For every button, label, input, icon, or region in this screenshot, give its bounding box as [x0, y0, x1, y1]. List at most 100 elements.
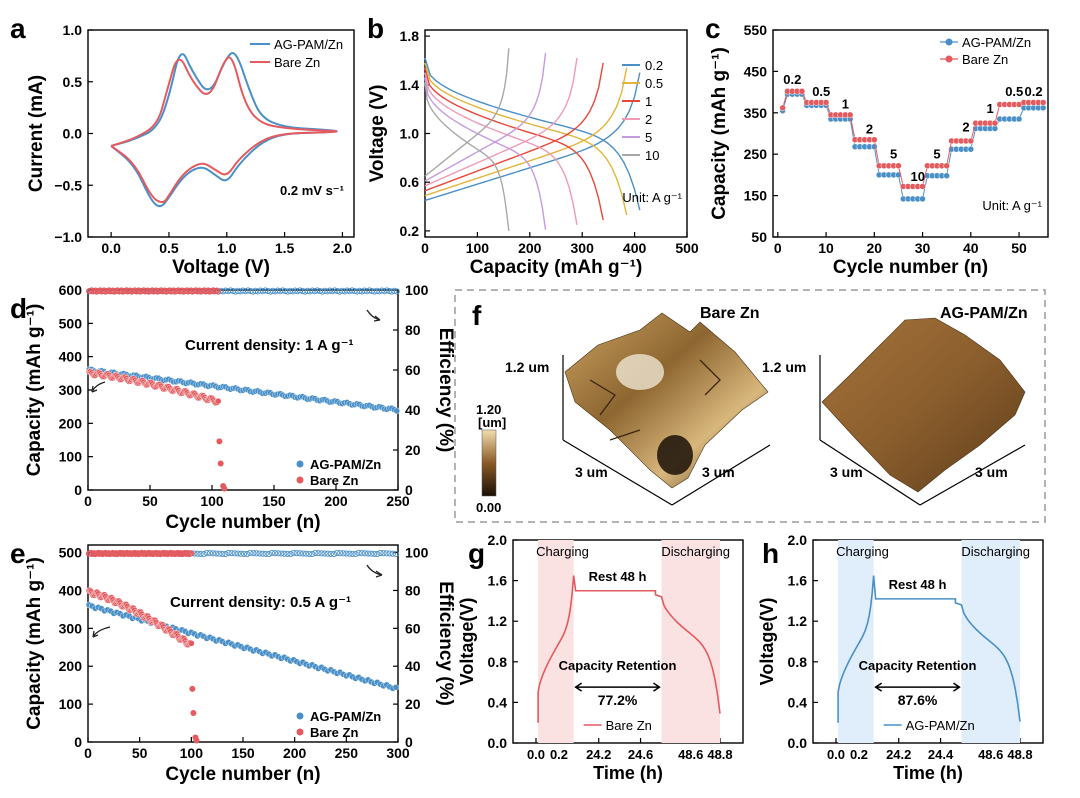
- y-tick-label: 1.2: [788, 613, 808, 629]
- y-tick-label: 0.8: [488, 654, 508, 670]
- data-point: [1039, 104, 1047, 112]
- legend-label: AG-PAM/Zn: [962, 35, 1031, 50]
- annotation: Current density: 1 A g⁻¹: [185, 337, 354, 354]
- efficiency-point: [386, 550, 393, 557]
- efficiency-point: [312, 549, 319, 557]
- charge-curve: [424, 67, 628, 197]
- x-tick-label: 30: [915, 240, 931, 256]
- afm-ag-pam-zn: AG-PAM/Zn 1.2 um 3 um 3 um: [762, 305, 1028, 506]
- voltage-curve: [837, 575, 1021, 723]
- annotation: Current density: 0.5 A g⁻¹: [170, 594, 351, 611]
- efficiency-point: [296, 550, 303, 557]
- panel-label-d: d: [10, 293, 27, 324]
- x-axis-label: Capacity (mAh g⁻¹): [470, 257, 643, 278]
- y-tick-label: 0.2: [400, 223, 420, 239]
- afm-bare-bright-feature: [616, 354, 664, 390]
- x-tick-label: 0: [774, 240, 782, 256]
- y-tick-label: 300: [59, 382, 83, 398]
- afm-scale-max: 1.20: [476, 402, 501, 417]
- efficiency-point: [349, 550, 356, 557]
- y-tick-label: 250: [744, 146, 768, 162]
- efficiency-point: [219, 550, 226, 557]
- rate-label: 0.2: [1024, 84, 1042, 99]
- plot-frame: [812, 539, 1044, 744]
- discharge-curve: [424, 62, 628, 216]
- efficiency-point: [392, 550, 399, 557]
- x-tick-label: 0: [84, 745, 92, 761]
- y-tick-label: 0.6: [400, 174, 420, 190]
- chart-g: 0.0 0.2 24.2 24.6 48.6 48.8 0.0 0.4 0.8 1.2 1.6 2.0…: [457, 532, 744, 783]
- legend-marker: [296, 460, 304, 468]
- data-point: [798, 88, 806, 95]
- y-tick-label: 0.4: [788, 694, 808, 710]
- failure-point: [216, 438, 223, 445]
- efficiency-point: [271, 550, 279, 557]
- legend-label: 5: [645, 130, 652, 145]
- charge-curve: [424, 53, 547, 182]
- y-tick-label: 500: [59, 315, 83, 331]
- x-tick-label: 100: [180, 745, 204, 761]
- y-tick-label: 1.4: [400, 77, 420, 93]
- chart-e: 0 50 100 150 200 250 3000100200300400500020406…: [24, 544, 456, 785]
- data-point: [967, 145, 975, 153]
- y-tick-label: 100: [59, 696, 83, 712]
- y-axis-label: Voltage(V): [457, 598, 477, 686]
- charging-label: Charging: [836, 544, 889, 559]
- rate-label: 2: [866, 122, 873, 137]
- y2-tick-label: 0: [405, 734, 413, 750]
- afm-ag-height: 1.2 um: [762, 359, 806, 375]
- failure-point: [189, 685, 196, 692]
- efficiency-point: [340, 550, 347, 557]
- efficiency-point: [287, 551, 294, 558]
- panel-label-a: a: [10, 13, 26, 44]
- failure-point: [193, 737, 200, 744]
- y-tick-label: 0.0: [63, 126, 83, 142]
- legend-label: Bare Zn: [310, 725, 358, 740]
- efficiency-point: [228, 550, 235, 557]
- plot-frame: [772, 29, 1049, 238]
- y-tick-label: 300: [59, 620, 83, 636]
- panel-label-e: e: [10, 538, 26, 569]
- discharge-curve: [424, 77, 547, 230]
- y-axis-label: Capacity (mAh g⁻¹): [24, 304, 45, 477]
- x-tick-label: 100: [200, 493, 224, 509]
- efficiency-point: [206, 550, 213, 557]
- afm-bare-zn: Bare Zn 1.2 um 3 um 3 um: [505, 305, 771, 506]
- rate-label: 2: [962, 119, 969, 134]
- rate-label: 0.5: [812, 84, 830, 99]
- afm-ag-title: AG-PAM/Zn: [940, 305, 1028, 322]
- retention-value: 87.6%: [898, 692, 938, 708]
- retention-label: Capacity Retention: [559, 658, 677, 673]
- retention-label: Capacity Retention: [859, 658, 977, 673]
- efficiency-point: [306, 550, 313, 557]
- efficiency-point: [361, 550, 368, 557]
- efficiency-point: [299, 550, 306, 557]
- x-tick-label: 0: [84, 493, 92, 509]
- y-tick-label: 200: [59, 415, 83, 431]
- y2-tick-label: 80: [405, 322, 421, 338]
- afm-bare-ylen: 3 um: [702, 464, 735, 480]
- y-tick-label: 0: [74, 734, 82, 750]
- x-axis-label: Cycle number (n): [165, 512, 320, 533]
- discharging-region: [661, 540, 720, 743]
- x-tick-label: 24.4: [928, 747, 954, 762]
- efficiency-point: [368, 550, 375, 557]
- axis-arrow: [366, 309, 381, 322]
- legend-label: 1: [645, 94, 652, 109]
- x-tick-label: 1.5: [275, 240, 295, 256]
- axis-arrow: [91, 381, 106, 393]
- data-point: [895, 162, 902, 170]
- y-tick-label: 0.0: [488, 735, 508, 751]
- discharge-curve: [424, 67, 604, 221]
- discharging-label: Discharging: [661, 544, 730, 559]
- efficiency-point: [209, 550, 217, 557]
- legend-marker: [296, 712, 304, 720]
- y2-tick-label: 20: [405, 696, 421, 712]
- y-tick-label: 2.0: [488, 532, 508, 548]
- x-tick-label: 24.2: [886, 747, 911, 762]
- x-tick-label: 200: [324, 493, 348, 509]
- afm-ag-xlen: 3 um: [830, 464, 863, 480]
- efficiency-point: [265, 551, 272, 558]
- efficiency-point: [318, 550, 325, 557]
